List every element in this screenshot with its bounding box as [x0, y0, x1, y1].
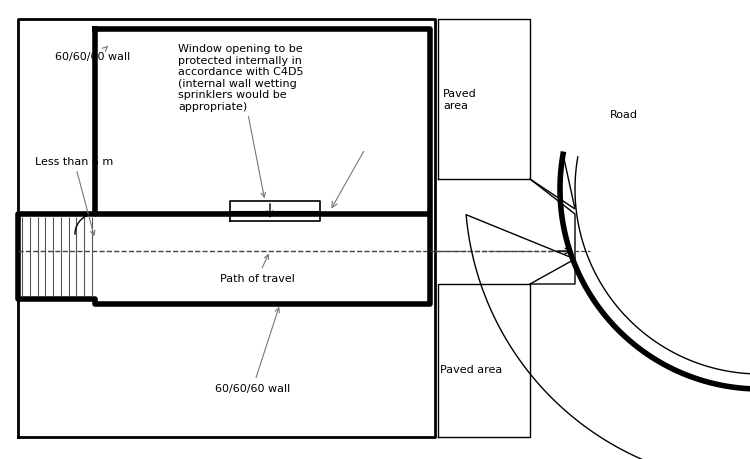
Text: Less than 6 m: Less than 6 m — [35, 157, 113, 235]
Text: Road: Road — [610, 110, 638, 120]
Text: Path of travel: Path of travel — [220, 255, 295, 283]
Text: 60/60/60 wall: 60/60/60 wall — [55, 47, 130, 62]
Text: Window opening to be
protected internally in
accordance with C4D5
(internal wall: Window opening to be protected internall… — [178, 44, 304, 198]
Text: 60/60/60 wall: 60/60/60 wall — [215, 308, 290, 393]
Text: Paved area: Paved area — [440, 364, 503, 374]
Text: Paved
area: Paved area — [443, 89, 477, 111]
